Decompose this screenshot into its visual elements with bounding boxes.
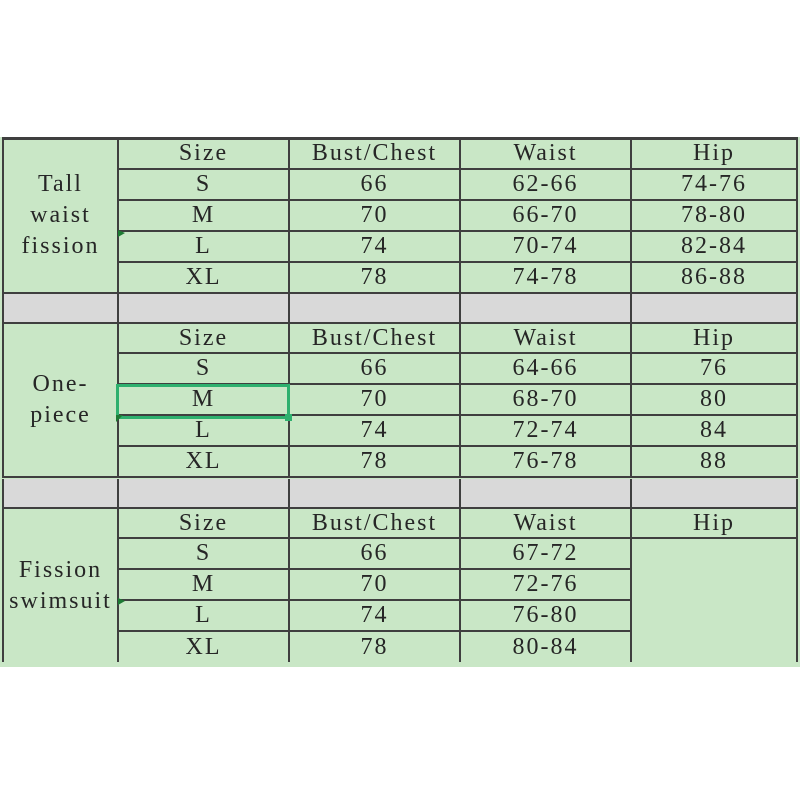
label-line: waist [30,202,91,229]
header-cell-waist: Waist [460,322,632,354]
cell-waist: 62-66 [460,168,632,201]
table-row: L 74 70-74 82-84 [3,230,798,263]
table-label-fission-swimsuit: Fission swimsuit [2,507,119,662]
table-row: XL 78 80-84 [3,631,797,662]
table-row: XL 78 76-78 88 [3,446,798,478]
cell-bust: 70 [289,569,461,601]
cell-bust: 66 [289,538,461,570]
table-row: M 70 72-76 [3,569,797,601]
cell-size: XL [118,631,290,662]
cell-bust: 66 [289,353,461,385]
cell-hip: 84 [631,415,798,447]
selected-cell-outline [116,384,292,422]
separator-band [2,294,798,323]
cell-hip: 74-76 [631,168,798,201]
table-label-one-piece: One- piece [2,322,119,478]
cell-waist: 80-84 [460,631,632,662]
header-cell-hip: Hip [631,322,798,354]
comment-marker-icon [118,230,125,237]
cell-size: S [118,168,290,201]
cell-hip: 78-80 [631,199,798,232]
table-row: L 74 72-74 84 [3,415,798,447]
size-table-fission-swimsuit: Fission swimsuit Size Bust/Chest Waist H… [2,507,798,662]
table-row: M 70 68-70 80 [3,384,798,416]
cell-bust: 78 [289,631,461,662]
size-table-tall-waist-fission: Tall waist fission Size Bust/Chest Waist… [2,137,798,294]
cell-size-selected: M [118,384,290,416]
header-cell-hip: Hip [631,507,798,539]
label-line: swimsuit [9,587,112,614]
label-line: piece [30,402,91,428]
size-table-one-piece: One- piece Size Bust/Chest Waist Hip S 6… [2,322,798,478]
header-cell-waist: Waist [460,507,632,539]
cell-size: S [118,353,290,385]
table-row: S 66 62-66 74-76 [3,168,798,201]
cell-hip: 88 [631,446,798,478]
separator-band [2,479,798,508]
cell-waist: 72-76 [460,569,632,601]
cell-waist: 76-80 [460,600,632,632]
header-cell-waist: Waist [460,137,632,170]
table-row: S 66 67-72 [3,538,798,662]
cell-hip: 82-84 [631,230,798,263]
cell-size: L [118,230,290,263]
cell-waist: 68-70 [460,384,632,416]
header-cell-size: Size [118,137,290,170]
cell-bust: 74 [289,600,461,632]
cell-hip: 86-88 [631,261,798,294]
cell-bust: 74 [289,415,461,447]
comment-marker-icon [118,598,125,605]
label-line: One- [32,371,89,397]
table-row: XL 78 74-78 86-88 [3,261,798,294]
cell-size: XL [118,446,290,478]
header-cell-size: Size [118,322,290,354]
cell-hip: 80 [631,384,798,416]
fill-handle [285,414,292,421]
header-cell-size: Size [118,507,290,539]
header-cell-hip: Hip [631,137,798,170]
size-chart-panel: Tall waist fission Size Bust/Chest Waist… [0,137,800,667]
cell-bust: 78 [289,446,461,478]
cell-waist: 70-74 [460,230,632,263]
header-cell-bust: Bust/Chest [289,507,461,539]
cell-size: XL [118,261,290,294]
table-row: M 70 66-70 78-80 [3,199,798,232]
cell-size: L [118,600,290,632]
cell-waist: 67-72 [460,538,632,570]
table-label-tall-waist-fission: Tall waist fission [2,137,119,294]
selection-corner-marker-icon [116,415,123,422]
table-row: S 66 64-66 76 [3,353,798,385]
cell-size: M [118,199,290,232]
cell-hip: 76 [631,353,798,385]
cell-bust: 78 [289,261,461,294]
header-cell-bust: Bust/Chest [289,137,461,170]
cell-waist: 64-66 [460,353,632,385]
cell-bust: 70 [289,384,461,416]
cell-waist: 74-78 [460,261,632,294]
cell-bust: 74 [289,230,461,263]
cell-waist: 72-74 [460,415,632,447]
cell-bust: 66 [289,168,461,201]
cell-waist: 66-70 [460,199,632,232]
cell-waist: 76-78 [460,446,632,478]
cell-bust: 70 [289,199,461,232]
cell-size: L [118,415,290,447]
label-line: Tall [38,171,83,198]
header-cell-bust: Bust/Chest [289,322,461,354]
cell-size: S [118,538,290,570]
cell-size: M [118,569,290,601]
label-line: Fission [18,556,103,583]
table-row: L 74 76-80 [3,600,797,632]
cell-hip-merged-empty [631,538,798,662]
label-line: fission [21,233,100,260]
